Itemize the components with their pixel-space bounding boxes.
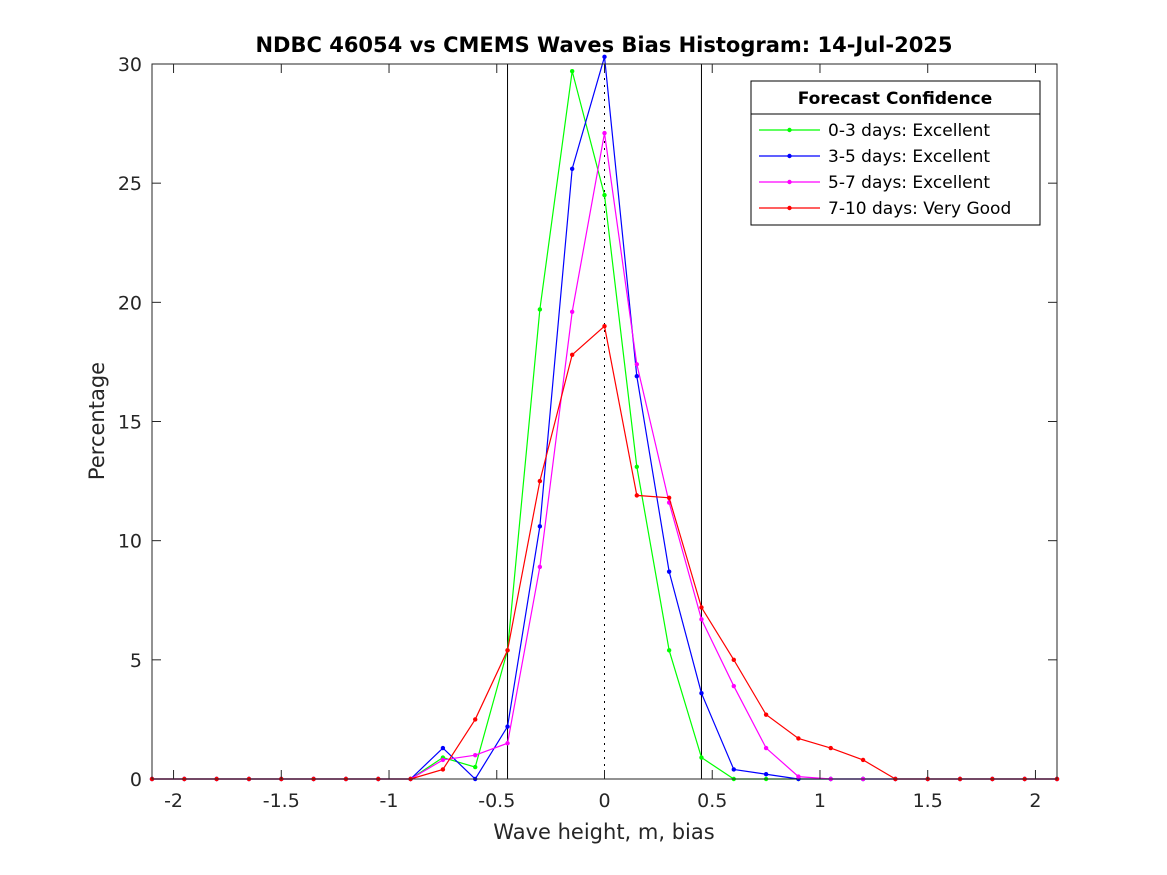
legend-marker [787, 153, 792, 159]
data-point [634, 493, 640, 498]
x-tick-label: -0.5 [478, 790, 515, 812]
x-tick-label: -2 [164, 790, 183, 812]
data-point [505, 741, 510, 746]
data-point [763, 772, 769, 777]
data-point [763, 712, 769, 717]
data-point [505, 648, 510, 653]
legend-title: Forecast Confidence [798, 89, 993, 109]
data-point [569, 352, 575, 357]
data-point [666, 648, 672, 653]
x-tick-label: 0 [598, 790, 610, 812]
data-point [473, 717, 478, 722]
data-point [796, 774, 801, 779]
y-tick-label: 5 [130, 650, 142, 672]
legend-label: 3-5 days: Excellent [828, 147, 990, 167]
y-tick-label: 0 [130, 769, 142, 791]
legend: Forecast Confidence 0-3 days: Excellent 3… [750, 80, 1041, 226]
data-point [602, 54, 607, 60]
legend-marker [787, 179, 792, 185]
data-point [666, 495, 672, 500]
data-point [699, 755, 704, 760]
data-point [569, 309, 575, 315]
y-tick-label: 10 [118, 531, 142, 553]
reference-lines [507, 64, 702, 779]
data-point [699, 691, 704, 696]
data-point [569, 166, 575, 172]
data-point [537, 307, 543, 312]
data-point [796, 736, 801, 741]
legend-entry-1: 0-3 days: Excellent [759, 121, 990, 141]
y-tick-label: 25 [118, 173, 142, 195]
data-point [537, 524, 543, 529]
legend-marker [787, 127, 792, 133]
legend-label: 5-7 days: Excellent [828, 173, 990, 193]
data-point [731, 657, 736, 663]
data-point [828, 745, 833, 751]
data-point [634, 374, 640, 379]
y-tick-label: 30 [118, 54, 142, 76]
data-point [473, 752, 478, 758]
legend-entry-3: 5-7 days: Excellent [759, 173, 990, 193]
legend-entry-4: 7-10 days: Very Good [759, 199, 1011, 219]
x-tick-label: 2 [1029, 790, 1041, 812]
data-point [440, 757, 446, 763]
legend-label: 7-10 days: Very Good [828, 199, 1011, 219]
data-point [440, 745, 446, 751]
data-point [763, 745, 769, 751]
x-axis-label: Wave height, m, bias [493, 820, 714, 844]
legend-marker [787, 205, 792, 211]
data-point [569, 68, 575, 74]
legend-entry-2: 3-5 days: Excellent [759, 147, 990, 167]
x-axis-ticks: -2 -1.5 -1 -0.5 0 0.5 1 1.5 2 [164, 64, 1041, 812]
data-point [602, 323, 607, 329]
data-point [602, 130, 607, 136]
data-point [860, 757, 866, 763]
data-point [666, 569, 672, 574]
data-point [602, 192, 607, 198]
data-point [634, 464, 640, 469]
y-axis-label: Percentage [85, 362, 109, 480]
data-point [440, 767, 446, 772]
x-tick-label: 0.5 [697, 790, 727, 812]
data-point [473, 764, 478, 770]
data-point [699, 617, 704, 622]
data-point [731, 683, 736, 689]
y-tick-label: 15 [118, 412, 142, 434]
legend-label: 0-3 days: Excellent [828, 121, 990, 141]
legend-entries: 0-3 days: Excellent 3-5 days: Excellent 5-… [759, 121, 1011, 219]
data-point [537, 564, 543, 570]
x-tick-label: 1 [814, 790, 826, 812]
data-point [505, 724, 510, 729]
data-point [634, 362, 640, 367]
x-tick-label: -1 [380, 790, 399, 812]
y-tick-label: 20 [118, 292, 142, 314]
x-tick-label: 1.5 [913, 790, 943, 812]
legend-box [750, 80, 1041, 226]
data-point [537, 478, 543, 484]
chart-title: NDBC 46054 vs CMEMS Waves Bias Histogram… [255, 33, 952, 57]
data-point [731, 767, 736, 772]
x-tick-label: -1.5 [263, 790, 300, 812]
y-axis-ticks: 0 5 10 15 20 25 30 [118, 54, 1057, 791]
data-point [699, 605, 704, 610]
